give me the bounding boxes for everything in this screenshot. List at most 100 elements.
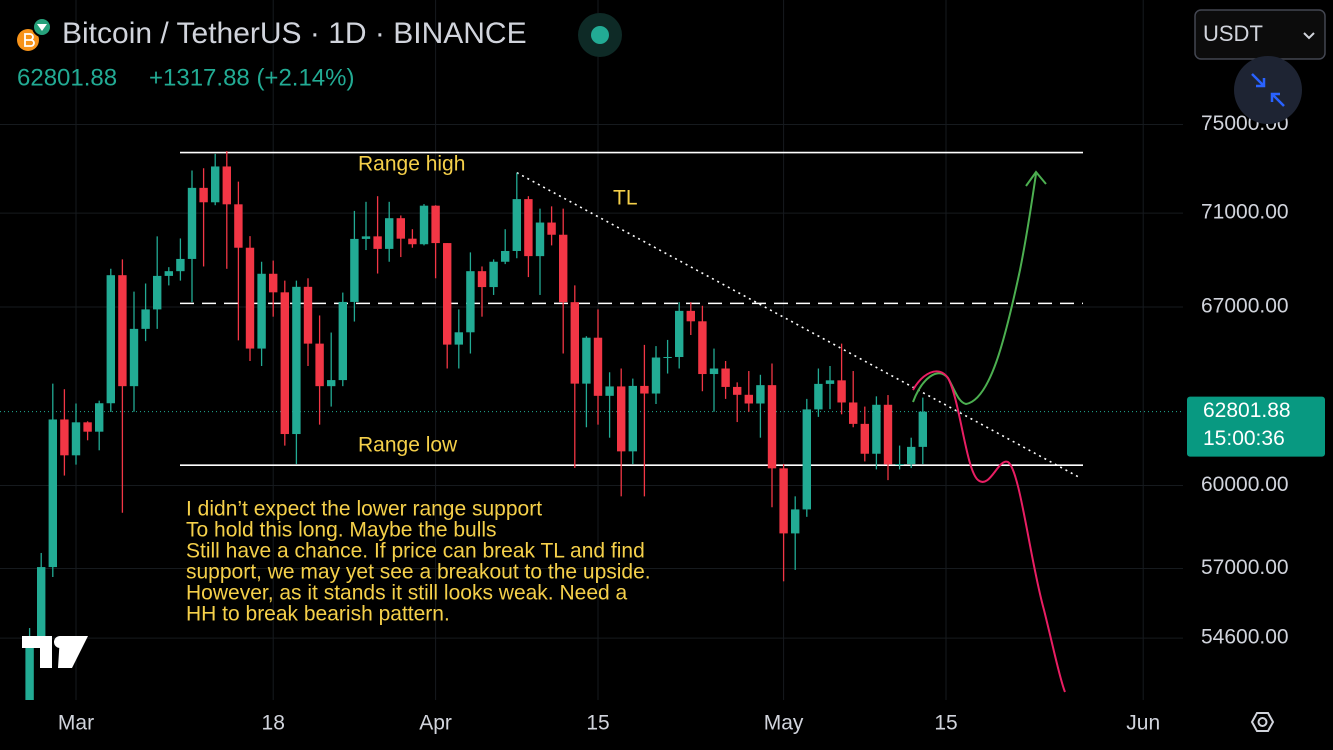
candle-body xyxy=(593,337,603,396)
symbol-title: Bitcoin / TetherUS · 1D · BINANCE xyxy=(62,17,527,50)
status-dot xyxy=(591,26,609,44)
candle-body xyxy=(698,321,707,375)
candle-body xyxy=(141,309,150,329)
candle-body xyxy=(269,273,278,293)
price-tag xyxy=(1187,396,1325,457)
candle-body xyxy=(802,409,811,510)
candle-body xyxy=(408,238,417,245)
price-tag-countdown: 15:00:36 xyxy=(1203,427,1285,450)
currency-label: USDT xyxy=(1203,21,1263,46)
candle-body xyxy=(153,275,162,310)
candle-body xyxy=(477,271,487,288)
candle-body xyxy=(95,403,104,432)
candle-body xyxy=(895,464,904,466)
candle-body xyxy=(791,509,800,534)
candle-body xyxy=(361,236,371,239)
range-high-label: Range high xyxy=(358,153,465,176)
price-tag-value: 62801.88 xyxy=(1203,399,1291,422)
tether-glyph xyxy=(37,24,47,31)
candle-body xyxy=(547,222,556,235)
range-low-label: Range low xyxy=(358,434,458,457)
candle-body xyxy=(617,386,626,452)
y-tick-label: 67000.00 xyxy=(1201,295,1289,318)
candles xyxy=(25,151,927,700)
note-line: I didn’t expect the lower range support xyxy=(186,498,542,521)
y-tick-label: 60000.00 xyxy=(1201,473,1289,496)
candle-body xyxy=(419,205,429,245)
candle-body xyxy=(315,343,324,387)
candle-body xyxy=(512,199,521,251)
candle-body xyxy=(257,273,266,349)
candle-body xyxy=(849,402,858,424)
candle-body xyxy=(535,222,545,257)
candle-body xyxy=(721,368,730,387)
candle-body xyxy=(663,357,672,359)
candle-body xyxy=(338,301,347,381)
candle-body xyxy=(779,468,788,534)
candle-body xyxy=(501,250,510,262)
candle-body xyxy=(37,567,46,642)
candle-body xyxy=(907,446,916,465)
candle-body xyxy=(431,205,440,244)
candle-body xyxy=(837,380,846,403)
note-line: However, as it stands it still looks wea… xyxy=(186,582,628,605)
y-tick-label: 54600.00 xyxy=(1201,626,1289,649)
note-line: HH to break bearish pattern. xyxy=(186,603,450,626)
candle-body xyxy=(756,385,765,404)
x-tick-label: 18 xyxy=(262,712,285,735)
x-tick-label: Apr xyxy=(419,712,452,735)
bear-projection xyxy=(912,370,1066,693)
y-tick-label: 71000.00 xyxy=(1201,201,1289,224)
candle-body xyxy=(686,310,695,322)
candle-body xyxy=(744,394,753,404)
candle-body xyxy=(559,234,568,303)
labels: 54600.00 57000.00 60000.00 67000.00 71000.00… xyxy=(58,112,1325,735)
btc-glyph xyxy=(24,33,35,47)
candle-body xyxy=(605,386,614,396)
tv-logo xyxy=(22,636,88,668)
note-line: Still have a chance. If price can break … xyxy=(186,540,645,563)
x-tick-label: 15 xyxy=(586,712,609,735)
candle-body xyxy=(211,166,220,203)
candle-body xyxy=(327,380,336,387)
candle-body xyxy=(129,328,139,387)
candle-body xyxy=(222,166,231,205)
candle-body xyxy=(106,275,115,404)
candle-body xyxy=(628,385,637,452)
candle-body xyxy=(373,236,382,249)
candle-body xyxy=(245,247,255,349)
candle-body xyxy=(303,286,313,344)
candle-body xyxy=(640,385,649,394)
candle-body xyxy=(814,383,823,410)
note-line: support, we may yet see a breakout to th… xyxy=(186,561,651,584)
candle-body xyxy=(443,243,452,345)
collapse-button[interactable] xyxy=(1234,56,1302,124)
candle-body xyxy=(280,292,289,435)
candle-body xyxy=(582,337,591,384)
tv-logo-dot xyxy=(54,636,66,648)
candle-body xyxy=(883,404,893,465)
drawings xyxy=(0,151,1183,479)
chevron xyxy=(1303,32,1315,40)
header-change: +1317.88 (+2.14%) xyxy=(149,64,355,91)
candle-body xyxy=(71,422,81,456)
candle-body xyxy=(524,199,533,257)
candle-body xyxy=(25,641,34,700)
arrow-head xyxy=(1025,170,1047,187)
candle-body xyxy=(396,218,405,239)
candle-body xyxy=(60,419,69,456)
candle-body xyxy=(83,422,92,432)
x-tick-label: Jun xyxy=(1126,712,1160,735)
candle-body xyxy=(860,423,869,454)
settings-icon[interactable] xyxy=(1250,712,1275,732)
candle-body xyxy=(234,204,243,248)
candle-body xyxy=(199,187,208,203)
collapse-icon xyxy=(1251,73,1285,107)
candle-body xyxy=(48,419,57,568)
candle-body xyxy=(767,385,777,469)
candle-body xyxy=(489,261,498,288)
header-price: 62801.88 xyxy=(17,64,117,91)
